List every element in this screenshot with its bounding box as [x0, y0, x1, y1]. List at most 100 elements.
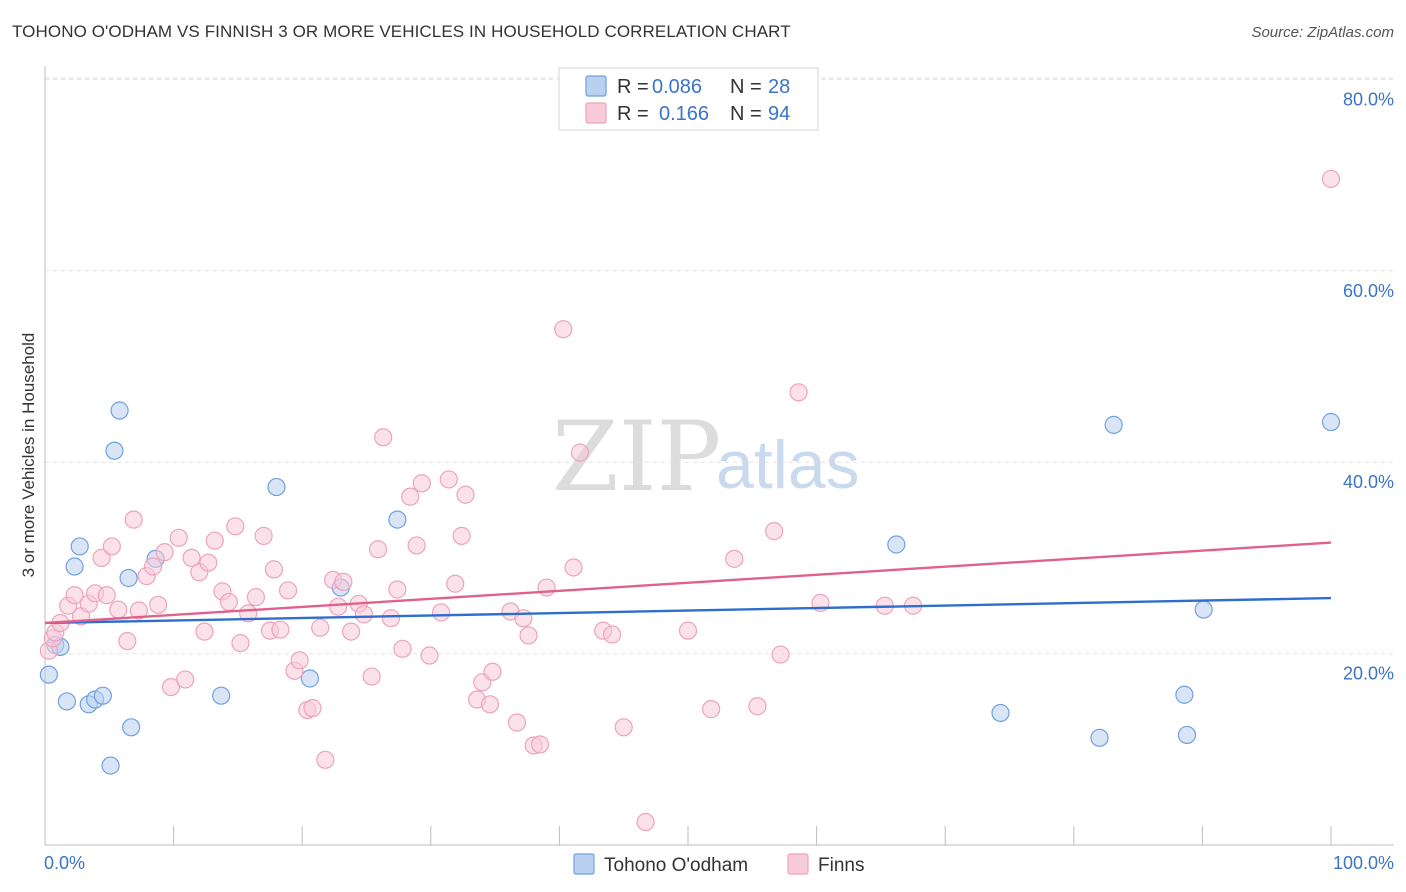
finns-point	[65, 586, 84, 605]
finns-point	[789, 383, 808, 402]
finns-point	[420, 646, 439, 665]
tohono-point	[1175, 685, 1194, 704]
watermark-atlas: atlas	[716, 427, 860, 503]
y-tick-label: 80.0%	[1343, 89, 1394, 109]
finns-point	[219, 592, 238, 612]
finns-point	[129, 601, 148, 620]
legend-top: R = 0.086 N = 28 R = 0.166 N = 94	[558, 67, 819, 131]
finns-point	[570, 443, 590, 462]
finns-point	[354, 605, 374, 624]
finns-point	[771, 645, 790, 664]
finns-point	[341, 622, 361, 641]
finns-point	[439, 470, 458, 489]
legend-swatch-finns	[585, 102, 607, 124]
legend-bottom-label-tohono: Tohono O'odham	[604, 855, 748, 876]
y-axis-label: 3 or more Vehicles in Household	[19, 333, 38, 578]
finns-trend-line	[44, 541, 1332, 625]
finns-point	[169, 528, 188, 547]
finns-point	[388, 580, 407, 599]
finns-point	[97, 586, 116, 605]
finns-point	[226, 517, 245, 536]
tohono-point	[267, 477, 286, 497]
legend-r-label-tohono: R =	[617, 76, 649, 98]
finns-point	[278, 581, 298, 600]
finns-point	[456, 485, 475, 504]
watermark: ZIP atlas	[552, 401, 860, 513]
finns-point	[329, 597, 348, 616]
tohono-point	[70, 537, 89, 556]
finns-point	[205, 531, 224, 550]
finns-point	[514, 609, 533, 628]
legend-r-label-finns: R =	[617, 103, 649, 125]
tohono-point	[1104, 415, 1123, 434]
finns-point	[176, 670, 195, 689]
finns-point	[452, 526, 471, 545]
legend-swatch-tohono	[585, 75, 607, 97]
finns-point	[118, 632, 137, 651]
tohono-point	[212, 686, 231, 705]
tohono-point	[105, 441, 124, 460]
finns-point	[246, 588, 266, 607]
finns-point	[362, 667, 381, 686]
finns-point	[407, 536, 426, 555]
finns-point	[554, 320, 573, 339]
legend-n-label-finns: N =	[730, 103, 762, 125]
y-tick-label: 20.0%	[1343, 664, 1394, 684]
finns-point	[334, 572, 353, 591]
tohono-point	[101, 756, 120, 775]
tohono-point	[65, 557, 84, 576]
finns-point	[368, 540, 388, 559]
x-tick-label-max: 100.0%	[1333, 853, 1394, 873]
legend-r-value-finns: 0.166	[659, 103, 709, 125]
finns-point	[199, 553, 218, 572]
finns-point	[124, 510, 143, 529]
legend-n-value-finns: 94	[768, 103, 790, 125]
finns-point	[702, 700, 721, 719]
finns-point	[507, 713, 527, 732]
chart-source: Source: ZipAtlas.com	[1251, 24, 1394, 41]
tohono-point	[1321, 412, 1341, 432]
tohono-point	[119, 568, 138, 588]
finns-point	[480, 695, 500, 714]
finns-point	[519, 626, 538, 645]
finns-point	[636, 812, 655, 832]
finns-point	[303, 699, 322, 718]
tohono-point	[1194, 600, 1213, 619]
finns-point	[374, 428, 393, 447]
finns-point	[155, 543, 174, 562]
finns-point	[412, 474, 431, 493]
finns-point	[446, 574, 465, 593]
legend-n-label-tohono: N =	[730, 76, 762, 98]
data-points	[39, 169, 1341, 832]
finns-point	[161, 677, 181, 697]
legend-n-value-tohono: 28	[768, 76, 790, 98]
x-tick-label-min: 0.0%	[44, 853, 85, 873]
finns-point	[231, 633, 250, 653]
finns-point	[149, 595, 168, 614]
finns-point	[311, 618, 330, 637]
tohono-point	[887, 535, 906, 554]
finns-point	[431, 603, 451, 622]
finns-point	[531, 735, 550, 754]
legend-bottom-label-finns: Finns	[818, 855, 864, 876]
finns-point	[483, 662, 502, 681]
y-tick-label: 60.0%	[1343, 281, 1394, 301]
finns-point	[614, 718, 633, 737]
finns-point	[316, 750, 335, 769]
tohono-point	[1090, 728, 1109, 747]
gridlines	[45, 77, 1394, 655]
y-tick-label: 40.0%	[1343, 472, 1394, 492]
finns-point	[92, 548, 111, 568]
tohono-point	[57, 692, 76, 711]
finns-point	[102, 537, 121, 556]
tohono-point	[122, 718, 141, 737]
legend-bottom-swatch-tohono	[573, 853, 595, 875]
finns-point	[725, 549, 744, 568]
finns-point	[182, 548, 201, 568]
finns-point	[401, 487, 420, 506]
legend-bottom-swatch-finns	[787, 853, 809, 875]
finns-point	[381, 609, 401, 628]
finns-point	[264, 560, 284, 579]
tohono-point	[991, 703, 1010, 723]
